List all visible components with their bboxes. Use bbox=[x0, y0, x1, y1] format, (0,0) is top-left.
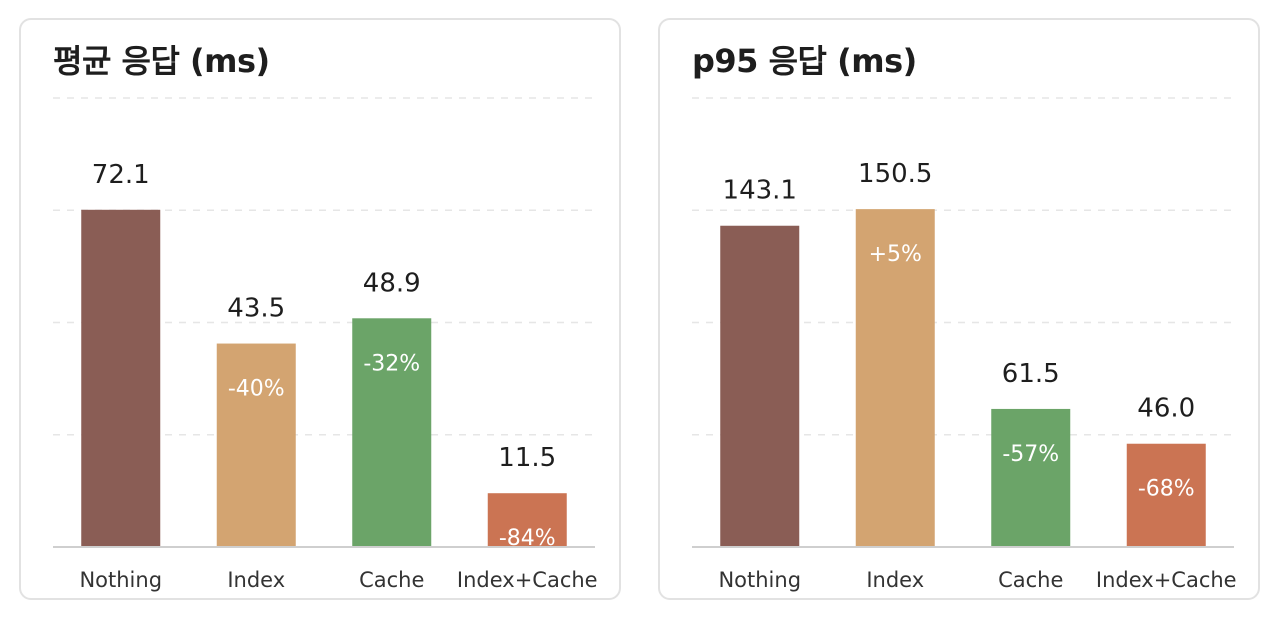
bar bbox=[720, 225, 800, 548]
value-label: 11.5 bbox=[498, 443, 556, 473]
x-tick-label: Cache bbox=[359, 568, 424, 592]
x-tick-label: Index+Cache bbox=[1096, 568, 1237, 592]
change-label: -40% bbox=[228, 377, 285, 402]
value-label: 150.5 bbox=[858, 159, 932, 189]
bar bbox=[81, 209, 161, 547]
change-label: -57% bbox=[1002, 442, 1059, 467]
avg-response-chart: 72.1 Nothing 43.5 -40% Index 48.9 -32% Cache 11.… bbox=[53, 97, 598, 592]
bar bbox=[991, 408, 1071, 547]
value-label: 61.5 bbox=[1002, 359, 1060, 389]
value-label: 43.5 bbox=[227, 294, 285, 324]
value-label: 72.1 bbox=[92, 160, 150, 190]
x-tick-label: Index bbox=[227, 568, 285, 592]
x-tick-label: Index+Cache bbox=[457, 568, 598, 592]
x-tick-label: Index bbox=[866, 568, 924, 592]
bar bbox=[352, 318, 432, 547]
chart-title: 평균 응답 (ms) bbox=[53, 42, 270, 80]
bar bbox=[216, 343, 296, 547]
value-label: 46.0 bbox=[1137, 394, 1195, 424]
bar bbox=[487, 493, 567, 547]
chart-title: p95 응답 (ms) bbox=[692, 42, 917, 80]
value-label: 48.9 bbox=[363, 268, 421, 298]
x-tick-label: Cache bbox=[998, 568, 1063, 592]
change-label: -32% bbox=[363, 351, 420, 376]
x-tick-label: Nothing bbox=[79, 568, 162, 592]
p95-response-chart: 143.1 Nothing 150.5 +5% Index 61.5 -57% Cache 46… bbox=[692, 97, 1237, 592]
value-label: 143.1 bbox=[723, 176, 797, 206]
bar bbox=[1126, 443, 1206, 547]
p95-response-chart-panel: p95 응답 (ms) 143.1 Nothing 150.5 +5% Index 61.… bbox=[658, 18, 1260, 600]
bar bbox=[855, 209, 935, 547]
x-tick-label: Nothing bbox=[718, 568, 801, 592]
change-label: +5% bbox=[869, 242, 922, 267]
avg-response-chart-panel: 평균 응답 (ms) 72.1 Nothing 43.5 -40% Index 48.9 -… bbox=[19, 18, 621, 600]
change-label: -68% bbox=[1138, 477, 1195, 502]
